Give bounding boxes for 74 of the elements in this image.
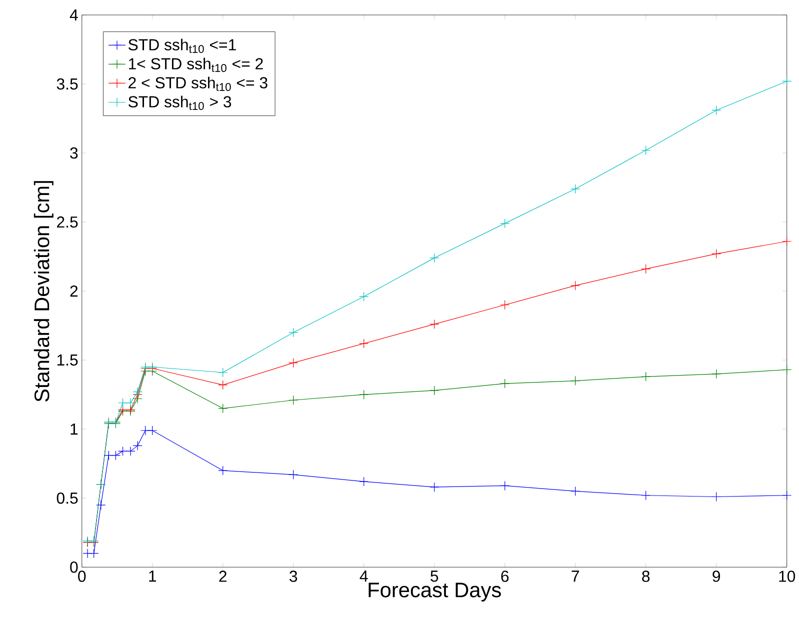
point <box>288 328 298 338</box>
x-tick-label: 0 <box>78 570 86 582</box>
point <box>641 490 651 500</box>
y-tick-label: 1 <box>70 424 78 435</box>
point <box>132 387 142 397</box>
y-tick-label: 1.5 <box>57 354 78 366</box>
y-tick-label: 0.5 <box>56 492 78 504</box>
point <box>126 446 136 456</box>
x-tick-label: 10 <box>779 570 796 582</box>
point <box>118 398 128 408</box>
point <box>126 398 136 408</box>
y-axis-title: Standard Deviation [cm] <box>34 181 54 402</box>
point <box>500 218 510 228</box>
point <box>570 486 580 496</box>
point <box>148 426 158 436</box>
x-tick-label: 2 <box>219 570 226 582</box>
point <box>140 426 150 436</box>
point <box>712 248 722 259</box>
point <box>570 280 580 290</box>
point <box>110 450 121 460</box>
point <box>641 264 651 274</box>
point <box>500 300 510 310</box>
point <box>430 253 440 263</box>
x-tick-label: 3 <box>290 570 298 582</box>
x-tick-label: 5 <box>430 570 438 582</box>
point <box>82 548 92 558</box>
point <box>104 450 114 460</box>
point <box>782 490 792 500</box>
point <box>712 369 722 379</box>
x-tick-label: 4 <box>360 570 368 582</box>
y-tick-label: 3 <box>70 147 78 159</box>
point <box>96 500 106 510</box>
point <box>782 364 792 375</box>
point <box>641 145 651 156</box>
legend-label: STD ssh$_{t10}$ <=1 <box>128 38 236 53</box>
point <box>712 492 722 502</box>
point <box>430 386 440 396</box>
point <box>218 466 228 476</box>
x-tick-label: 6 <box>501 570 509 582</box>
point <box>430 482 440 492</box>
legend-label: STD ssh$_{t10}$ > 3 <box>128 96 232 110</box>
point <box>359 476 369 486</box>
point <box>288 470 298 480</box>
point <box>359 292 369 302</box>
x-tick-label: 8 <box>642 570 650 582</box>
y-tick-label: 2 <box>70 285 78 297</box>
point <box>288 395 298 405</box>
y-tick-label: 2.5 <box>57 216 78 228</box>
legend-label: 2 < STD ssh$_{t10}$ <= 3 <box>128 76 268 91</box>
point <box>430 319 440 329</box>
point <box>359 338 369 348</box>
point <box>132 440 142 450</box>
point <box>218 368 228 378</box>
y-tick-label: 4 <box>70 9 78 20</box>
point <box>359 390 369 400</box>
legend-label: 1< STD ssh$_{t10}$ <= 2 <box>129 58 263 72</box>
point <box>500 480 510 490</box>
point <box>288 358 298 368</box>
point <box>782 76 792 86</box>
point <box>712 105 722 115</box>
point <box>641 372 651 382</box>
point <box>782 236 792 246</box>
point <box>500 378 510 388</box>
point <box>218 404 228 414</box>
x-tick-label: 9 <box>712 570 720 582</box>
x-tick-label: 1 <box>149 570 156 582</box>
point <box>218 380 228 390</box>
x-axis-title: Forecast Days <box>368 582 501 602</box>
y-tick-label: 0 <box>70 561 78 573</box>
y-tick-label: 3.5 <box>56 78 78 90</box>
point <box>570 184 580 194</box>
x-tick-label: 7 <box>572 570 579 582</box>
point <box>570 376 580 386</box>
point <box>118 446 128 456</box>
